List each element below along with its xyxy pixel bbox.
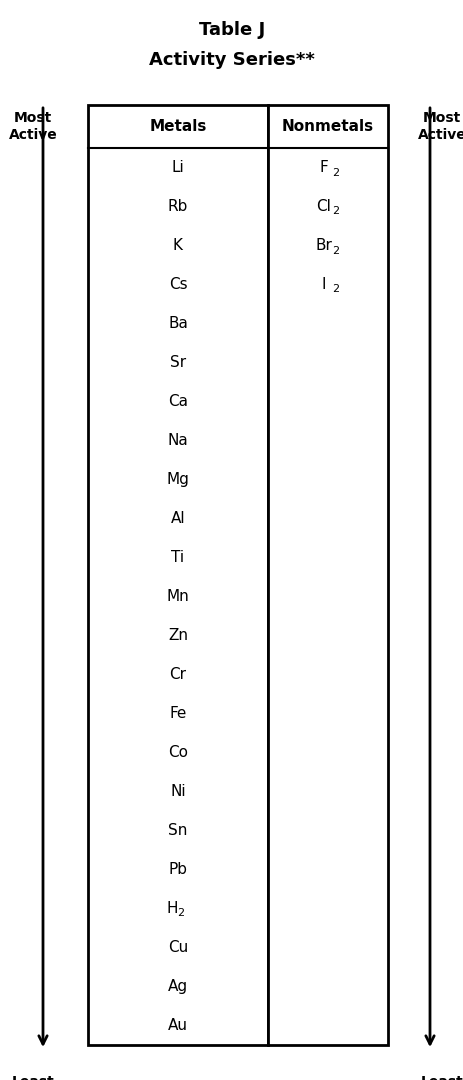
Text: Au: Au <box>168 1018 188 1032</box>
Text: Nonmetals: Nonmetals <box>282 119 373 134</box>
Text: Most
Active: Most Active <box>417 111 463 141</box>
Text: 2: 2 <box>332 284 339 295</box>
Text: Ni: Ni <box>170 784 185 799</box>
Text: Al: Al <box>170 511 185 526</box>
Text: Least
Active: Least Active <box>417 1075 463 1080</box>
Bar <box>268 105 387 1045</box>
Text: Ag: Ag <box>168 978 188 994</box>
Text: Activity Series**: Activity Series** <box>149 51 314 69</box>
Text: Cs: Cs <box>169 276 187 292</box>
Text: Sn: Sn <box>168 823 187 838</box>
Text: K: K <box>173 238 182 253</box>
Text: Sr: Sr <box>169 355 186 370</box>
Text: 2: 2 <box>177 908 184 918</box>
Text: Br: Br <box>315 238 332 253</box>
Text: Pb: Pb <box>168 862 187 877</box>
Text: Table J: Table J <box>199 21 264 39</box>
Text: 2: 2 <box>332 167 339 177</box>
Text: Rb: Rb <box>168 199 188 214</box>
Text: I: I <box>321 276 325 292</box>
Text: Metals: Metals <box>149 119 206 134</box>
Text: 2: 2 <box>332 206 339 216</box>
Text: Cl: Cl <box>316 199 331 214</box>
Bar <box>88 105 268 1045</box>
Text: H: H <box>166 901 177 916</box>
Text: Ca: Ca <box>168 394 188 409</box>
Text: Mn: Mn <box>166 589 189 604</box>
Text: Co: Co <box>168 745 188 760</box>
Text: Na: Na <box>167 433 188 448</box>
Text: F: F <box>319 160 328 175</box>
Text: Li: Li <box>171 160 184 175</box>
Text: Least
Active: Least Active <box>9 1075 57 1080</box>
Text: Most
Active: Most Active <box>9 111 57 141</box>
Text: Cr: Cr <box>169 667 186 681</box>
Text: 2: 2 <box>332 245 339 256</box>
Text: Mg: Mg <box>166 472 189 487</box>
Text: Fe: Fe <box>169 706 186 721</box>
Text: Cu: Cu <box>168 940 188 955</box>
Text: Ti: Ti <box>171 550 184 565</box>
Text: Zn: Zn <box>168 627 188 643</box>
Text: Ba: Ba <box>168 316 188 330</box>
